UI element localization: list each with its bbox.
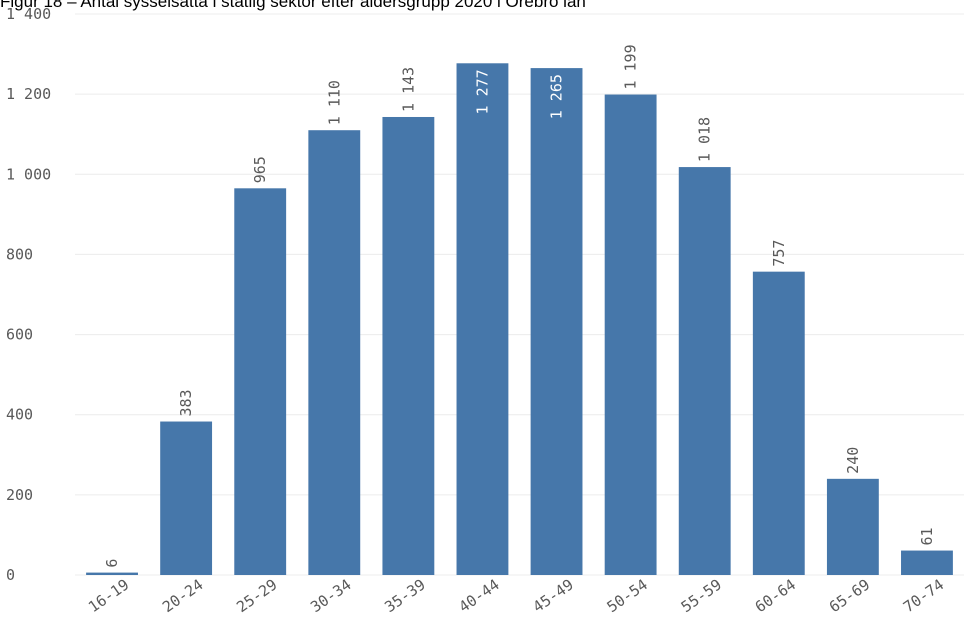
bar [86,572,138,575]
bar [160,421,213,575]
bar [826,478,879,575]
y-tick-label: 1 400 [6,5,51,23]
bar [456,63,509,576]
data-label: 240 [844,447,862,474]
x-tick-label: 40-44 [455,576,502,617]
bar [308,130,361,575]
x-tick-label: 55-59 [678,576,725,617]
bar [382,116,435,575]
x-tick-label: 30-34 [307,576,354,617]
x-tick-label: 20-24 [159,576,206,617]
y-tick-label: 1 000 [6,165,51,183]
x-tick-label: 50-54 [604,576,651,617]
x-tick-label: 25-29 [233,576,280,617]
x-tick-label: 70-74 [900,576,947,617]
bar [530,68,583,575]
data-label: 1 199 [622,44,640,89]
data-label: 1 277 [473,69,491,114]
data-label: 757 [770,240,788,267]
x-tick-label: 65-69 [826,576,873,617]
y-tick-label: 400 [6,406,33,424]
bar [234,188,287,575]
data-label: 383 [177,389,195,416]
x-tick-label: 35-39 [381,576,428,617]
y-tick-label: 1 200 [6,85,51,103]
x-tick-label: 16-19 [85,576,132,617]
y-tick-label: 200 [6,486,33,504]
bar [901,550,953,575]
bar [604,94,657,575]
y-tick-label: 0 [6,566,15,584]
data-label: 1 143 [399,67,417,112]
bar [678,167,731,575]
data-label: 1 265 [548,74,566,119]
data-label: 6 [103,559,121,568]
y-tick-label: 600 [6,326,33,344]
data-label: 1 110 [325,80,343,125]
bar [752,271,805,575]
data-label: 965 [251,156,269,183]
data-label: 1 018 [696,117,714,162]
y-tick-label: 800 [6,245,33,263]
data-label: 61 [918,527,936,545]
chart-title: Figur 18 – Antal sysselsatta i statlig s… [0,0,586,11]
x-tick-label: 60-64 [752,576,799,617]
x-tick-label: 45-49 [530,576,577,617]
